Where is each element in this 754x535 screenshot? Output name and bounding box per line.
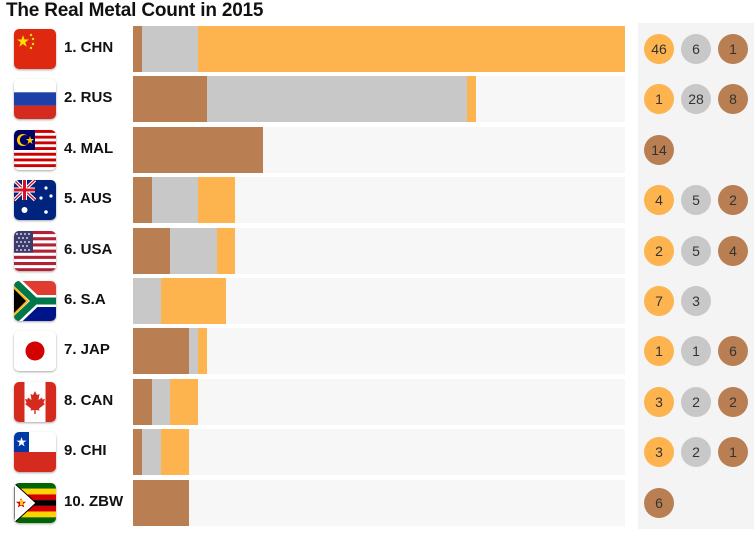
bronze-bar-segment (133, 26, 143, 72)
bar-track (133, 126, 625, 173)
bronze-count-badge: 1 (718, 437, 748, 468)
zimbabwe-flag-icon (14, 482, 56, 523)
bronze-count-badge: 14 (644, 134, 674, 165)
bronze-count-badge: 6 (718, 336, 748, 367)
gold-bar-segment (160, 278, 226, 324)
gold-bar-segment (160, 429, 189, 476)
bronze-bar-segment (133, 479, 189, 526)
chart-row: 10. ZBW 6 (0, 479, 754, 526)
china-flag-icon (14, 29, 56, 69)
silver-bar-segment (151, 177, 198, 224)
silver-count-badge: 5 (681, 185, 711, 216)
chile-flag-icon (14, 432, 56, 473)
chart-row: 6. USA 2 5 4 (0, 227, 754, 274)
silver-bar-segment (170, 227, 217, 274)
bar-track (133, 429, 625, 476)
category-label: 5. AUS (64, 190, 112, 208)
bronze-bar-segment (133, 76, 208, 123)
russia-flag-icon (14, 79, 56, 120)
silver-bar-segment (142, 429, 161, 476)
silver-bar-segment (133, 278, 161, 324)
silver-bar-segment (151, 378, 171, 425)
silver-bar-segment (207, 76, 468, 123)
silver-count-badge: 28 (681, 84, 711, 115)
bar-track (133, 378, 625, 425)
canada-flag-icon (14, 381, 56, 422)
silver-count-badge: 1 (681, 336, 711, 367)
bronze-count-badge: 2 (718, 185, 748, 216)
gold-count-badge: 1 (644, 84, 674, 115)
bronze-bar-segment (133, 227, 171, 274)
bronze-bar-segment (133, 378, 152, 425)
bronze-bar-segment (133, 177, 152, 224)
chart-row: 2. RUS 1 28 8 (0, 76, 754, 123)
gold-bar-segment (467, 76, 477, 123)
australia-flag-icon (14, 180, 56, 221)
bronze-count-badge: 6 (644, 487, 674, 518)
bar-track (133, 26, 625, 72)
silver-bar-segment (142, 26, 198, 72)
chart-row: 9. CHI 3 2 1 (0, 429, 754, 476)
silver-count-badge: 2 (681, 437, 711, 468)
category-label: 6. USA (64, 240, 113, 258)
south-africa-flag-icon (14, 281, 56, 321)
gold-bar-segment (170, 378, 198, 425)
gold-bar-segment (216, 227, 236, 274)
bar-track (133, 177, 625, 224)
silver-count-badge: 2 (681, 386, 711, 417)
bar-track (133, 278, 625, 324)
category-label: 2. RUS (64, 89, 113, 107)
bronze-bar-segment (133, 126, 263, 173)
chart-row: 7. JAP 1 1 6 (0, 328, 754, 375)
gold-count-badge: 7 (644, 286, 674, 316)
chart-row: 8. CAN 3 2 2 (0, 378, 754, 425)
gold-count-badge: 3 (644, 386, 674, 417)
bronze-bar-segment (133, 429, 143, 476)
bronze-bar-segment (133, 328, 189, 375)
silver-bar-segment (188, 328, 198, 375)
bronze-count-badge: 4 (718, 235, 748, 266)
chart-row: 1. CHN 46 6 1 (0, 26, 754, 72)
malaysia-flag-icon (14, 129, 56, 170)
bar-track (133, 76, 625, 123)
gold-bar-segment (197, 26, 625, 72)
chart-row: 4. MAL 14 (0, 126, 754, 173)
gold-bar-segment (197, 177, 236, 224)
category-label: 7. JAP (64, 341, 110, 359)
category-label: 10. ZBW (64, 492, 124, 510)
gold-bar-segment (197, 328, 208, 375)
chart-row: 6. S.A 7 3 (0, 278, 754, 324)
chart-title: The Real Metal Count in 2015 (6, 0, 264, 21)
gold-count-badge: 4 (644, 185, 674, 216)
category-label: 8. CAN (64, 391, 114, 409)
gold-count-badge: 2 (644, 235, 674, 266)
japan-flag-icon (14, 331, 56, 372)
category-label: 1. CHN (64, 39, 114, 56)
silver-count-badge: 5 (681, 235, 711, 266)
gold-count-badge: 1 (644, 336, 674, 367)
bar-track (133, 227, 625, 274)
silver-count-badge: 3 (681, 286, 711, 316)
bronze-count-badge: 2 (718, 386, 748, 417)
category-label: 9. CHI (64, 442, 107, 460)
chart-row: 5. AUS 4 5 2 (0, 177, 754, 224)
usa-flag-icon (14, 230, 56, 271)
bar-track (133, 479, 625, 526)
gold-count-badge: 3 (644, 437, 674, 468)
bar-track (133, 328, 625, 375)
bronze-count-badge: 1 (718, 34, 748, 64)
silver-count-badge: 6 (681, 34, 711, 64)
category-label: 4. MAL (64, 139, 114, 157)
bronze-count-badge: 8 (718, 84, 748, 115)
gold-count-badge: 46 (644, 34, 674, 64)
category-label: 6. S.A (64, 291, 106, 308)
